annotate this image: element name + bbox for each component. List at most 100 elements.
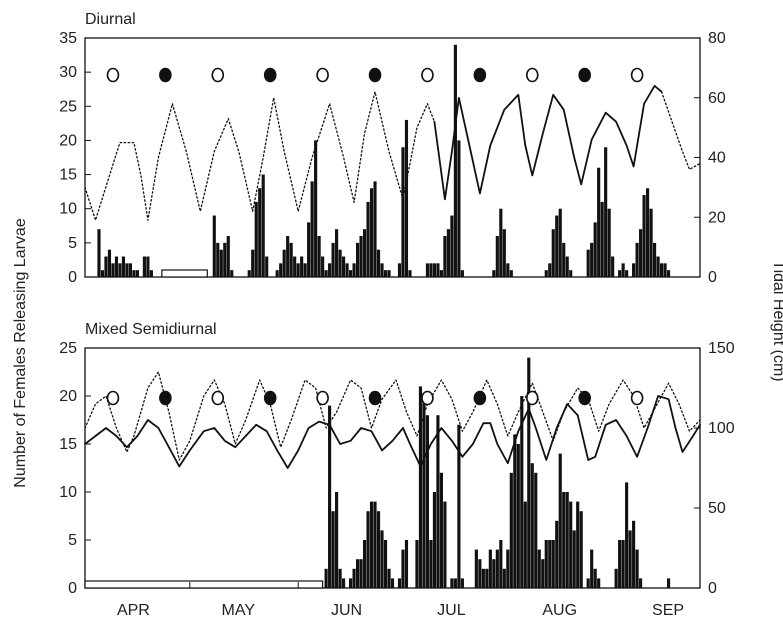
data-bar (114, 256, 119, 277)
data-bar (373, 501, 377, 588)
data-bar (604, 147, 608, 277)
data-bar (576, 501, 580, 588)
data-bar (373, 181, 377, 277)
full-moon-icon (525, 390, 539, 406)
data-bar (436, 263, 440, 277)
new-moon-icon (578, 390, 591, 406)
data-bar (569, 501, 573, 588)
new-moon-icon (263, 67, 277, 83)
data-bar (369, 501, 374, 588)
data-bar (597, 578, 601, 588)
data-bar (335, 492, 339, 588)
data-bar (376, 511, 381, 588)
data-bar (555, 520, 559, 588)
data-bar (530, 463, 534, 588)
new-moon-icon (368, 390, 382, 406)
data-bar (460, 270, 464, 277)
data-bar (107, 249, 112, 277)
left-tick-label: 0 (68, 269, 77, 286)
data-bar (523, 501, 527, 588)
data-bar (632, 520, 636, 588)
tide-dotted-line (84, 371, 701, 461)
data-bar (457, 140, 461, 277)
data-bar (345, 263, 349, 277)
left-tick-label: 15 (59, 167, 77, 184)
data-bar (366, 201, 370, 277)
data-bar (146, 256, 150, 277)
data-bar (212, 215, 216, 277)
no-data-bar (161, 269, 208, 278)
new-moon-icon (159, 390, 172, 406)
left-tick-label: 20 (59, 132, 77, 149)
data-bar (380, 530, 384, 588)
data-bar (516, 444, 520, 588)
new-moon-icon (473, 67, 487, 83)
data-bar (296, 263, 300, 277)
data-bar (216, 242, 220, 277)
data-bar (593, 222, 597, 277)
data-bar (621, 540, 625, 588)
month-axis-labels: APR MAY JUN JUL AUG SEP (117, 602, 684, 619)
full-moon-icon (211, 67, 225, 83)
data-bar (132, 270, 136, 277)
data-bar (628, 530, 632, 588)
new-moon-icon (159, 67, 172, 83)
data-bar (418, 386, 423, 588)
right-tick-label: 40 (708, 150, 726, 167)
data-bar (142, 256, 146, 277)
data-bar (247, 270, 251, 277)
left-tick-label: 10 (59, 484, 77, 501)
data-bar (338, 249, 342, 277)
data-bar (415, 540, 419, 588)
left-tick-label: 10 (59, 201, 77, 218)
data-bar (666, 578, 671, 588)
data-bar (286, 236, 290, 277)
left-tick-label: 20 (59, 388, 77, 405)
data-bar (663, 263, 667, 277)
data-bar (642, 195, 646, 277)
data-bar (562, 242, 566, 277)
data-bar (335, 229, 339, 277)
data-bar (488, 549, 492, 588)
data-bar (659, 263, 664, 277)
data-bar (537, 549, 541, 588)
full-moon-icon (211, 390, 225, 406)
data-bar (226, 236, 230, 277)
data-bar (509, 472, 513, 588)
data-bar (331, 242, 335, 277)
data-bar (383, 270, 388, 277)
data-bar (481, 568, 485, 588)
data-bar (656, 256, 660, 277)
data-bar (429, 263, 433, 277)
data-bar (355, 242, 360, 277)
left-tick-label: 15 (59, 436, 77, 453)
data-bar (632, 263, 636, 277)
data-bar (422, 396, 426, 588)
data-bar (453, 44, 457, 278)
right-tick-label: 0 (708, 580, 717, 597)
left-tick-label: 25 (59, 340, 77, 357)
data-bar (383, 540, 388, 588)
data-bar (324, 568, 328, 588)
data-bar (251, 249, 255, 277)
data-bar (506, 549, 510, 588)
data-bar (548, 540, 552, 588)
data-bar (380, 263, 384, 277)
data-bar (352, 263, 356, 277)
data-bar (432, 492, 437, 588)
data-bar (586, 578, 590, 588)
new-moon-icon (473, 390, 487, 406)
tide-solid-line (433, 84, 663, 201)
left-tick-label: 0 (68, 580, 77, 597)
data-bar (544, 540, 548, 588)
data-bar (562, 492, 566, 588)
data-bar (478, 559, 482, 588)
data-bar (551, 540, 555, 588)
data-bar (331, 511, 335, 588)
data-bar (321, 256, 325, 277)
right-tick-label: 80 (708, 30, 726, 47)
data-bar (527, 357, 531, 588)
data-bar (625, 482, 629, 588)
data-bar (425, 263, 430, 277)
diurnal-panel: Diurnal 0 5 10 15 20 25 30 35 0 20 40 60 80 (59, 11, 726, 286)
